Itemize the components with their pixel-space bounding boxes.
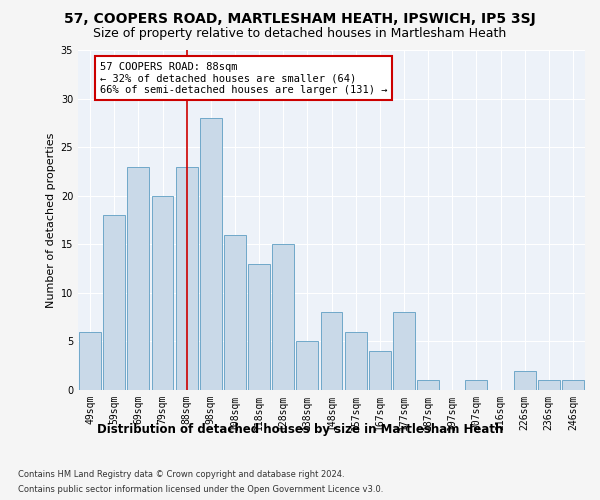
Bar — [345, 332, 367, 390]
Bar — [320, 312, 343, 390]
Bar — [417, 380, 439, 390]
Text: Contains public sector information licensed under the Open Government Licence v3: Contains public sector information licen… — [18, 485, 383, 494]
Text: 57, COOPERS ROAD, MARTLESHAM HEATH, IPSWICH, IP5 3SJ: 57, COOPERS ROAD, MARTLESHAM HEATH, IPSW… — [64, 12, 536, 26]
Bar — [200, 118, 221, 390]
Bar — [393, 312, 415, 390]
Bar — [369, 351, 391, 390]
Bar — [296, 342, 318, 390]
Text: Contains HM Land Registry data © Crown copyright and database right 2024.: Contains HM Land Registry data © Crown c… — [18, 470, 344, 479]
Y-axis label: Number of detached properties: Number of detached properties — [46, 132, 56, 308]
Bar — [538, 380, 560, 390]
Bar — [103, 215, 125, 390]
Bar — [224, 234, 246, 390]
Bar — [514, 370, 536, 390]
Text: 57 COOPERS ROAD: 88sqm
← 32% of detached houses are smaller (64)
66% of semi-det: 57 COOPERS ROAD: 88sqm ← 32% of detached… — [100, 62, 387, 95]
Bar — [176, 166, 197, 390]
Bar — [79, 332, 101, 390]
Bar — [562, 380, 584, 390]
Bar — [127, 166, 149, 390]
Bar — [248, 264, 270, 390]
Bar — [272, 244, 294, 390]
Bar — [466, 380, 487, 390]
Text: Size of property relative to detached houses in Martlesham Heath: Size of property relative to detached ho… — [94, 28, 506, 40]
Bar — [152, 196, 173, 390]
Text: Distribution of detached houses by size in Martlesham Heath: Distribution of detached houses by size … — [97, 422, 503, 436]
